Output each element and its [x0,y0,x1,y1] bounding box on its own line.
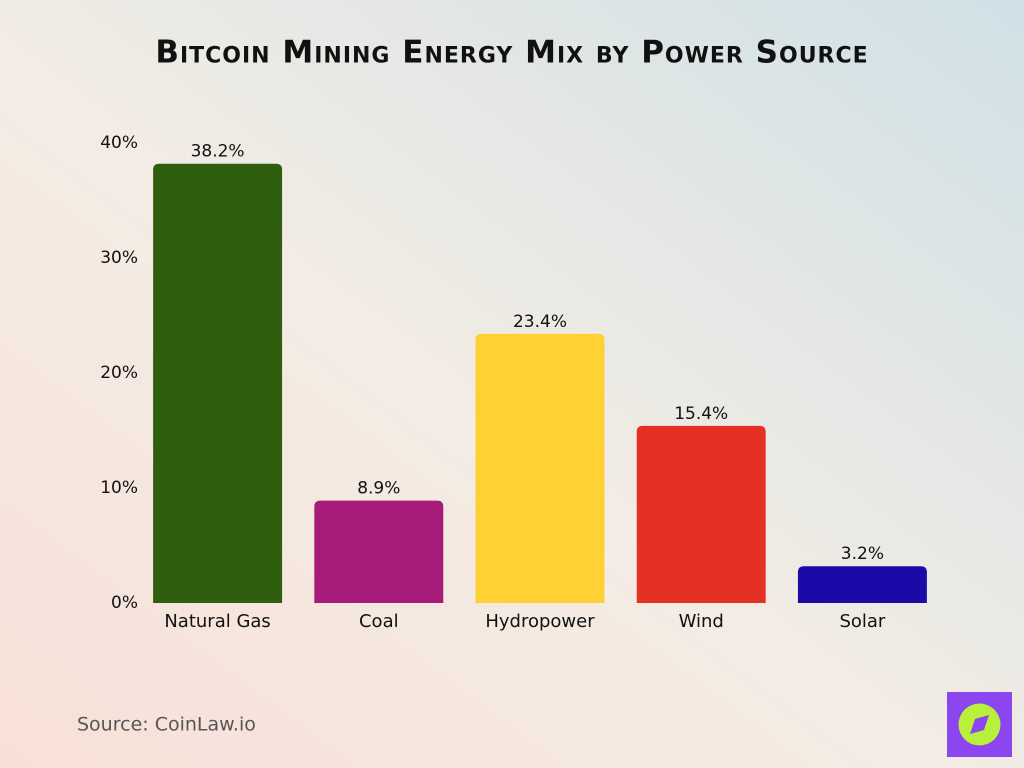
x-tick-label: Natural Gas [164,611,270,632]
y-tick-label: 10% [100,478,138,498]
x-tick-label: Coal [359,611,399,632]
bar [153,163,283,603]
value-label: 15.4% [674,404,728,424]
logo-compass [970,715,989,734]
y-tick-label: 30% [100,248,138,268]
value-label: 8.9% [357,479,400,499]
source-note: Source: CoinLaw.io [77,714,256,736]
y-tick-label: 0% [111,593,138,613]
bar [475,333,605,603]
y-tick-label: 20% [100,363,138,383]
bar [314,500,444,603]
value-label: 23.4% [513,312,567,332]
value-label: 3.2% [841,544,884,564]
y-tick-label: 40% [100,133,138,153]
chart-title: Bitcoin Mining Energy Mix by Power Sourc… [155,35,868,71]
bar [636,425,766,603]
x-tick-label: Wind [679,611,724,632]
bar [797,566,927,603]
logo [947,692,1012,757]
x-tick-label: Solar [839,611,885,632]
value-label: 38.2% [191,142,245,162]
x-tick-label: Hydropower [485,611,595,632]
